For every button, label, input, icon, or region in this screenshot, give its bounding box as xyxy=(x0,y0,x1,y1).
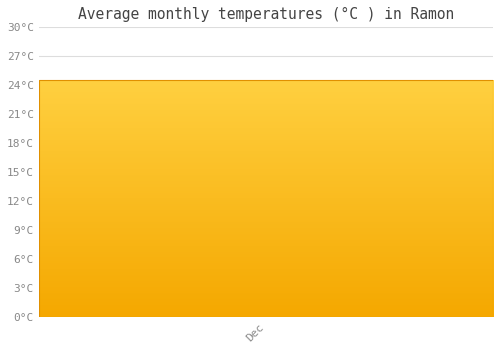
Title: Average monthly temperatures (°C ) in Ramon: Average monthly temperatures (°C ) in Ra… xyxy=(78,7,454,22)
Bar xyxy=(39,80,493,317)
